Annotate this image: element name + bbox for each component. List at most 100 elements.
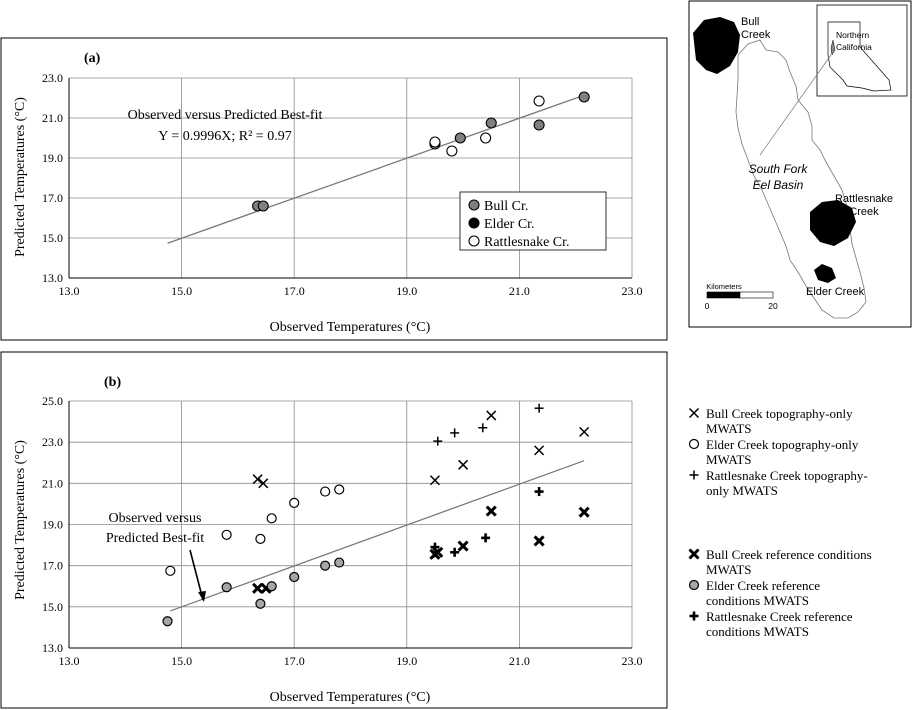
series-2-point-0 [433, 436, 443, 446]
chart-b-legend-label-1-line-0: Elder Creek topography-only [706, 437, 859, 452]
chart-b-x-axis-label: Observed Temperatures (°C) [270, 690, 431, 705]
series-5-point-1 [450, 547, 460, 557]
chart-a-panel-label: (a) [84, 51, 101, 66]
map-label-bull-2: Creek [741, 29, 771, 41]
series-3-point-0 [252, 582, 264, 594]
chart-a-legend-label-0: Bull Cr. [484, 199, 528, 214]
chart-a-legend-label-1: Elder Cr. [484, 217, 535, 232]
series-1-point-3 [266, 513, 277, 524]
map-label-rattlesnake-2: Creek [849, 206, 879, 218]
chart-b-legend-label-0-line-0: Bull Creek topography-only [706, 406, 853, 421]
chart-b-legend-label-5-line-0: Rattlesnake Creek reference [706, 609, 853, 624]
scale-bar-dark [706, 291, 741, 299]
y-tick-label: 23.0 [42, 71, 63, 85]
chart-a-points [252, 91, 590, 212]
chart-b-annotation-line-1: Observed versus [109, 511, 202, 526]
series-4-point-0 [162, 616, 173, 627]
chart-a-legend-box [459, 191, 607, 251]
chart-a-legend-marker-2 [468, 235, 480, 247]
chart-b-y-axis-label: Predicted Temperatures (°C) [13, 440, 28, 600]
y-tick-label: 17.0 [42, 191, 63, 205]
series-0-point-6 [579, 426, 590, 437]
series-5-point-3 [534, 487, 544, 497]
chart-a-annotation-line-1: Observed versus Predicted Best-fit [128, 108, 323, 123]
chart-a-frame [0, 37, 668, 341]
scale-bar-light [739, 291, 774, 299]
series-0-point-4 [486, 410, 497, 421]
map-label-elder: Elder Creek [806, 286, 865, 298]
chart-b-legend-label-1-line-1: MWATS [706, 452, 752, 467]
y-tick-label: 17.0 [42, 559, 63, 573]
y-tick-label: 19.0 [42, 518, 63, 532]
chart-b-legend-marker-4-point-0 [688, 579, 700, 591]
california-outline [827, 21, 892, 92]
bull-creek-watershed [693, 17, 740, 74]
y-tick-label: 15.0 [42, 600, 63, 614]
map-label-bull-1: Bull [741, 16, 759, 28]
chart-a-legend: Bull Cr. Elder Cr. Rattlesnake Cr. [459, 191, 607, 251]
series-0-point-1 [257, 200, 269, 212]
chart-a-fit-line [167, 94, 585, 244]
series-2-point-3 [534, 403, 544, 413]
series-1-point-6 [334, 484, 345, 495]
map-label-basin-2: Eel Basin [753, 178, 804, 192]
chart-a-annotation-line-2: Y = 0.9996X; R² = 0.97 [158, 129, 291, 144]
y-tick-label: 21.0 [42, 476, 63, 490]
map-label-northern-1: Northern [836, 30, 869, 40]
series-2-point-3 [533, 95, 545, 107]
series-5-point-0 [430, 542, 440, 552]
x-tick-label: 15.0 [171, 654, 192, 668]
series-2-point-1 [450, 428, 460, 438]
series-5-point-2 [481, 533, 491, 543]
chart-b-y-ticks: 13.0 15.0 17.0 19.0 21.0 23.0 25.0 [42, 394, 63, 655]
elder-creek-watershed [814, 264, 836, 283]
x-tick-label: 15.0 [171, 284, 192, 298]
series-0-point-6 [578, 91, 590, 103]
series-0-point-5 [533, 119, 545, 131]
chart-b-legend-marker-5-point-0 [689, 611, 699, 621]
chart-b-x-ticks: 13.0 15.0 17.0 19.0 21.0 23.0 [59, 654, 643, 668]
series-3-point-6 [533, 535, 545, 547]
x-tick-label: 19.0 [396, 654, 417, 668]
series-3-point-4 [457, 540, 469, 552]
x-tick-label: 21.0 [509, 654, 530, 668]
series-0-point-2 [429, 475, 440, 486]
series-4-point-2 [255, 598, 266, 609]
chart-a-x-ticks: 13.0 15.0 17.0 19.0 21.0 23.0 [59, 284, 643, 298]
series-0-point-4 [485, 117, 497, 129]
map-label-northern-2: California [836, 42, 872, 52]
chart-a-y-ticks: 13.0 15.0 17.0 19.0 21.0 23.0 [42, 71, 63, 285]
series-4-point-1 [221, 582, 232, 593]
chart-b-legend-marker-0-point-0 [688, 407, 700, 419]
chart-b-annotation-line-2: Predicted Best-fit [106, 531, 204, 546]
x-tick-label: 13.0 [59, 284, 80, 298]
y-tick-label: 15.0 [42, 231, 63, 245]
chart-b-grid [68, 400, 633, 649]
chart-a: (a) 13.0 15.0 17.0 19.0 21.0 23.0 13.0 15.0 17.… [0, 37, 668, 341]
chart-b-legend-label-0-line-1: MWATS [706, 421, 752, 436]
chart-b-annotation-arrowhead [198, 591, 206, 602]
series-1-point-0 [165, 565, 176, 576]
chart-a-legend-marker-0 [468, 199, 480, 211]
chart-b-legend-label-2-line-0: Rattlesnake Creek topography- [706, 468, 868, 483]
y-tick-label: 21.0 [42, 111, 63, 125]
series-0-point-3 [454, 132, 466, 144]
chart-b-legend-label-3-line-1: MWATS [706, 562, 752, 577]
series-4-point-5 [320, 560, 331, 571]
chart-b-panel-label: (b) [104, 375, 121, 390]
series-0-point-1 [258, 478, 269, 489]
map-label-rattlesnake-1: Rattlesnake [835, 193, 893, 205]
south-fork-eel-basin-outline [735, 39, 867, 319]
chart-b-frame [0, 351, 668, 709]
scale-bar-max: 20 [768, 301, 778, 311]
chart-b-legend-label-5-line-1: conditions MWATS [706, 624, 809, 639]
chart-b-legend-label-4-line-1: conditions MWATS [706, 593, 809, 608]
chart-b-fit-line [170, 460, 585, 612]
chart-a-legend-marker-1 [468, 217, 480, 229]
scale-bar-min: 0 [705, 301, 710, 311]
chart-b-legend-marker-1-point-0 [688, 438, 700, 450]
